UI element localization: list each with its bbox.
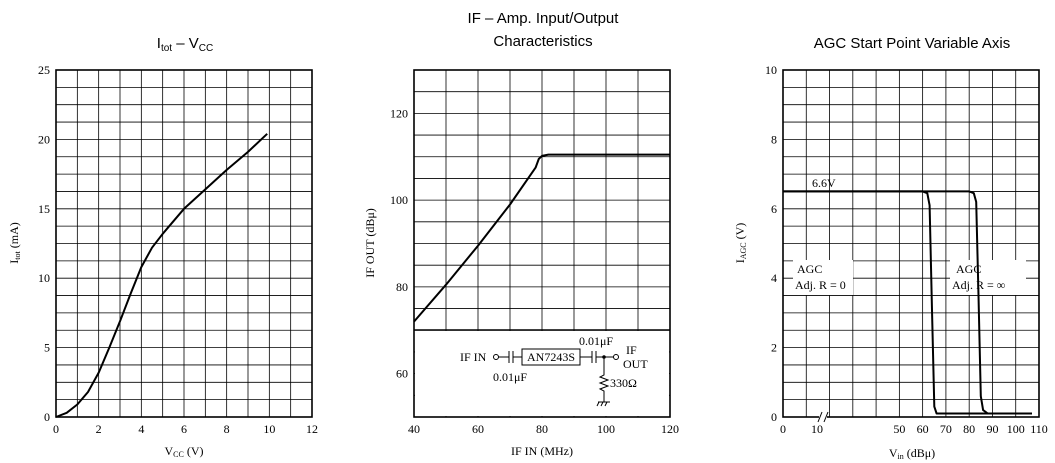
inset-if-out-label: IF <box>626 343 637 357</box>
y-tick-label: 25 <box>38 63 50 77</box>
y-tick-label: 0 <box>771 410 777 424</box>
chart2-title-line1: IF – Amp. Input/Output <box>468 10 620 27</box>
y-tick-label: 80 <box>396 280 408 294</box>
axis-break-mark <box>817 411 823 423</box>
chart1-frame <box>55 69 313 418</box>
x-tick-label: 10 <box>263 422 275 436</box>
x-tick-label: 80 <box>963 422 975 436</box>
chart1-title: Itot – VCC <box>157 35 213 54</box>
y-tick-label: 20 <box>38 132 50 146</box>
y-tick-label: 6 <box>771 202 777 216</box>
x-tick-label: 6 <box>181 422 187 436</box>
series-line-1 <box>55 133 268 418</box>
annotation-left-line1: AGC <box>797 262 822 276</box>
x-tick-label: 0 <box>780 422 786 436</box>
chart3-title: AGC Start Point Variable Axis <box>814 35 1010 52</box>
chart1-ylabel: Itot (mA) <box>7 222 22 263</box>
inset-cin-label: 0.01μF <box>493 370 527 384</box>
annotation-level-label: 6.6V <box>812 176 836 190</box>
x-tick-label: 70 <box>940 422 952 436</box>
series-line-1 <box>413 153 670 323</box>
annotation-left-mask <box>793 260 853 295</box>
axis-break-mark <box>823 411 829 423</box>
y-tick-label: 2 <box>771 341 777 355</box>
inset-background <box>415 331 669 416</box>
chart2-tick-labels: 40 60 80 100 120 60 80 100 120 <box>390 106 679 436</box>
y-tick-label: 8 <box>771 132 777 146</box>
chart1-xlabel: VCC (V) <box>164 444 203 459</box>
inset-input-terminal <box>493 354 499 360</box>
x-tick-label: 10 <box>811 422 823 436</box>
chart1-grid <box>56 70 312 417</box>
y-tick-label: 10 <box>765 63 777 77</box>
x-tick-label: 100 <box>597 422 615 436</box>
x-tick-label: 12 <box>306 422 318 436</box>
inset-ground <box>596 401 600 407</box>
chart-if-amp: IF – Amp. Input/Output Characteristics I… <box>363 10 679 458</box>
annotation-left-line2: Adj. R = 0 <box>795 278 846 292</box>
y-tick-label: 60 <box>396 367 408 381</box>
chart2-series <box>413 153 670 323</box>
chart1-tick-labels: 0 2 4 6 8 10 12 0 5 10 15 20 25 <box>38 63 318 436</box>
annotation-right-mask <box>950 260 1026 295</box>
chart3-ylabel: IAGC (V) <box>733 223 748 264</box>
chart2-ylabel: IF OUT (dBμ) <box>363 208 377 278</box>
y-tick-label: 100 <box>390 193 408 207</box>
y-tick-label: 4 <box>771 271 777 285</box>
y-tick-label: 0 <box>44 410 50 424</box>
x-tick-label: 50 <box>893 422 905 436</box>
x-tick-label: 0 <box>53 422 59 436</box>
x-tick-label: 8 <box>224 422 230 436</box>
x-tick-label: 110 <box>1030 422 1048 436</box>
chart2-frame <box>413 69 671 418</box>
annotation-right-line1: AGC <box>956 262 981 276</box>
inset-if-in-label: IF IN <box>460 350 487 364</box>
inset-resistor <box>598 357 610 402</box>
x-tick-label: 2 <box>96 422 102 436</box>
y-tick-label: 10 <box>38 271 50 285</box>
inset-if-out-label: OUT <box>623 357 648 371</box>
x-tick-label: 60 <box>472 422 484 436</box>
x-tick-label: 40 <box>408 422 420 436</box>
x-tick-label: 90 <box>986 422 998 436</box>
chart2-xlabel: IF IN (MHz) <box>511 444 573 458</box>
chart2-inset-circuit: IF IN 0.01μF AN7243S 0.01μF IF OUT 330Ω <box>414 329 670 416</box>
inset-ground <box>604 401 608 407</box>
chart3-axis-break <box>817 410 829 424</box>
x-tick-label: 100 <box>1007 422 1025 436</box>
axis-break-gap <box>819 410 827 424</box>
y-tick-label: 5 <box>44 341 50 355</box>
chart1-series <box>55 133 268 418</box>
chart3-frame <box>782 69 1040 418</box>
chart3-grid <box>783 70 1039 417</box>
chart3-xlabel: Vin (dBμ) <box>889 446 935 461</box>
inset-ic-label: AN7243S <box>527 350 575 364</box>
x-tick-label: 120 <box>661 422 679 436</box>
x-tick-label: 60 <box>917 422 929 436</box>
chart3-annotations: AGC Adj. R = 0 AGC Adj. R = ∞ 6.6V <box>793 176 1026 295</box>
series-line-2 <box>783 190 1032 415</box>
x-tick-label: 4 <box>138 422 144 436</box>
y-tick-label: 120 <box>390 106 408 120</box>
chart-itot-vcc: Itot – VCC 0 2 4 6 8 10 12 0 5 10 15 20 25 VCC (V) I… <box>7 35 318 459</box>
chart3-tick-labels: 0 10 50 60 70 80 90 100 110 0 2 4 6 8 10 <box>765 63 1048 436</box>
chart2-title-line2: Characteristics <box>493 33 592 50</box>
series-line-1 <box>783 190 1032 415</box>
inset-resistor-label: 330Ω <box>610 376 637 390</box>
inset-output-terminal <box>613 354 619 360</box>
inset-cout-label: 0.01μF <box>579 334 613 348</box>
x-tick-label: 80 <box>536 422 548 436</box>
chart-agc: AGC Start Point Variable Axis AGC Adj. R… <box>733 35 1048 461</box>
y-tick-label: 15 <box>38 202 50 216</box>
chart3-series <box>783 190 1032 415</box>
inset-ground <box>600 401 604 407</box>
